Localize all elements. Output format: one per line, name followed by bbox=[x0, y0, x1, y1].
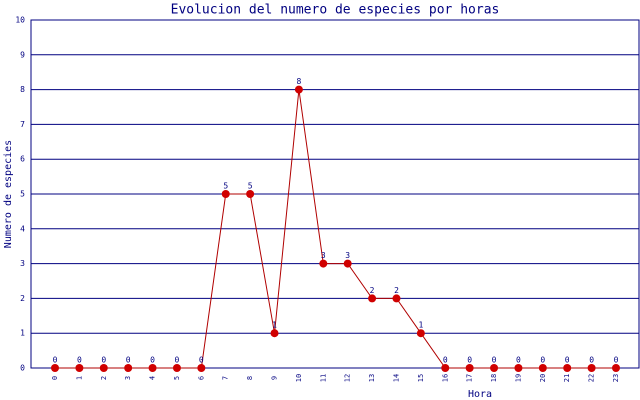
y-tick-label: 6 bbox=[20, 155, 25, 164]
data-point bbox=[197, 364, 206, 372]
data-label: 1 bbox=[272, 321, 277, 330]
data-point bbox=[538, 364, 547, 372]
x-tick-label: 21 bbox=[563, 374, 571, 382]
data-point bbox=[343, 259, 352, 268]
data-point bbox=[148, 364, 157, 372]
x-tick-label: 6 bbox=[197, 376, 205, 380]
x-tick-label: 18 bbox=[490, 374, 498, 382]
data-label: 0 bbox=[126, 356, 131, 365]
data-point bbox=[441, 364, 450, 372]
x-tick-label: 22 bbox=[588, 374, 596, 382]
data-point bbox=[99, 364, 108, 372]
x-tick-label: 15 bbox=[417, 374, 425, 382]
data-label: 0 bbox=[199, 356, 204, 365]
x-tick-label: 5 bbox=[173, 376, 181, 380]
data-line bbox=[55, 89, 616, 369]
x-tick-label: 14 bbox=[392, 374, 400, 382]
data-label: 0 bbox=[540, 356, 545, 365]
x-tick-label: 11 bbox=[319, 374, 327, 382]
data-label: 5 bbox=[223, 182, 228, 191]
x-tick-label: 12 bbox=[344, 374, 352, 382]
data-label: 2 bbox=[394, 286, 399, 295]
data-point bbox=[124, 364, 133, 372]
y-tick-label: 7 bbox=[20, 120, 25, 129]
x-tick-label: 23 bbox=[612, 374, 620, 382]
x-tick-label: 4 bbox=[149, 376, 157, 380]
data-point bbox=[392, 294, 401, 303]
y-tick-label: 2 bbox=[20, 294, 25, 303]
data-label: 3 bbox=[345, 251, 350, 260]
y-tick-label: 3 bbox=[20, 259, 25, 268]
data-label: 2 bbox=[370, 286, 375, 295]
data-point bbox=[172, 364, 181, 372]
data-point bbox=[75, 364, 84, 372]
data-label: 8 bbox=[296, 77, 301, 86]
data-point bbox=[51, 364, 59, 372]
data-point bbox=[270, 329, 279, 338]
x-tick-label: 20 bbox=[539, 374, 547, 382]
data-point bbox=[612, 364, 620, 372]
x-tick-label: 1 bbox=[75, 376, 83, 380]
y-tick-label: 9 bbox=[20, 50, 25, 59]
x-tick-label: 10 bbox=[295, 374, 303, 382]
x-tick-label: 19 bbox=[514, 374, 522, 382]
data-label: 0 bbox=[467, 356, 472, 365]
y-tick-label: 10 bbox=[15, 16, 25, 25]
data-point bbox=[221, 190, 230, 198]
data-point bbox=[416, 329, 425, 338]
x-tick-label: 2 bbox=[100, 376, 108, 380]
chart-title: Evolucion del numero de especies por hor… bbox=[171, 3, 500, 18]
x-tick-label: 0 bbox=[51, 376, 59, 380]
data-label: 5 bbox=[248, 182, 253, 191]
data-point bbox=[465, 364, 474, 372]
data-point bbox=[246, 190, 255, 198]
data-point bbox=[587, 364, 596, 372]
x-tick-label: 16 bbox=[441, 374, 449, 382]
data-point bbox=[294, 85, 303, 94]
data-label: 0 bbox=[443, 356, 448, 365]
x-tick-label: 17 bbox=[466, 374, 474, 382]
data-label: 0 bbox=[565, 356, 570, 365]
y-tick-label: 4 bbox=[20, 224, 25, 233]
x-tick-label: 8 bbox=[246, 376, 254, 380]
data-point bbox=[514, 364, 523, 372]
data-point bbox=[319, 259, 328, 268]
x-axis-label: Hora bbox=[468, 389, 492, 400]
data-label: 1 bbox=[418, 321, 423, 330]
data-label: 0 bbox=[53, 356, 58, 365]
data-label: 0 bbox=[589, 356, 594, 365]
data-label: 0 bbox=[175, 356, 180, 365]
data-label: 3 bbox=[321, 251, 326, 260]
data-point bbox=[368, 294, 377, 303]
data-label: 0 bbox=[101, 356, 106, 365]
y-tick-label: 0 bbox=[20, 364, 25, 373]
x-tick-label: 3 bbox=[124, 376, 132, 380]
data-label: 0 bbox=[77, 356, 82, 365]
x-tick-label: 13 bbox=[368, 374, 376, 382]
y-tick-label: 5 bbox=[20, 190, 25, 199]
data-label: 0 bbox=[492, 356, 497, 365]
y-tick-label: 1 bbox=[20, 329, 25, 338]
y-tick-label: 8 bbox=[20, 85, 25, 94]
data-label: 0 bbox=[614, 356, 619, 365]
data-label: 0 bbox=[516, 356, 521, 365]
data-label: 0 bbox=[150, 356, 155, 365]
data-point bbox=[563, 364, 572, 372]
y-axis-label: Numero de especies bbox=[3, 140, 14, 248]
x-tick-label: 7 bbox=[222, 376, 230, 380]
data-point bbox=[490, 364, 499, 372]
x-tick-label: 9 bbox=[271, 376, 279, 380]
